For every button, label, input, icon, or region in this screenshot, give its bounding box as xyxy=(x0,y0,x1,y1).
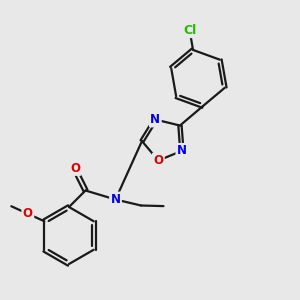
Text: N: N xyxy=(110,193,121,206)
Text: O: O xyxy=(153,154,164,167)
Text: N: N xyxy=(150,113,160,126)
Text: N: N xyxy=(177,144,187,158)
Text: O: O xyxy=(23,207,33,220)
Text: O: O xyxy=(70,161,80,175)
Text: Cl: Cl xyxy=(184,24,197,37)
